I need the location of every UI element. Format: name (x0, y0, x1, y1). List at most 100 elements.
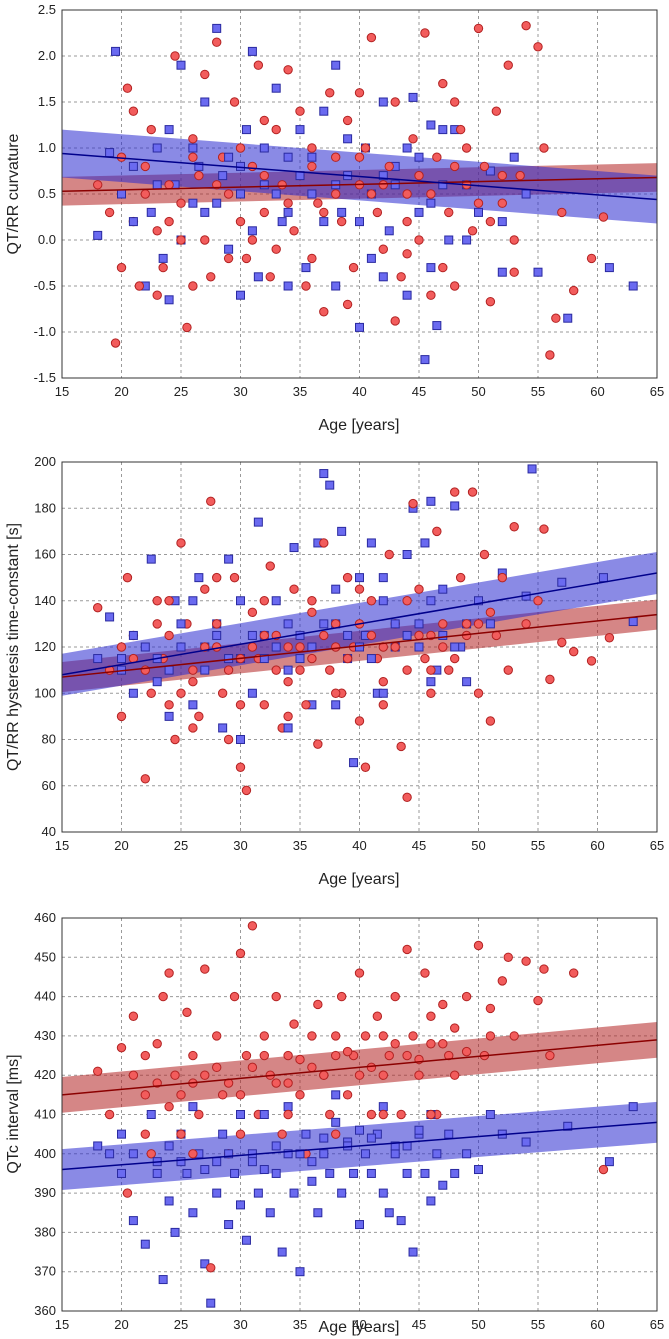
male-data-point (331, 1117, 341, 1127)
female-data-point (295, 106, 305, 116)
male-data-point (355, 1125, 364, 1135)
female-data-point (485, 296, 496, 307)
female-data-point (283, 1050, 293, 1061)
female-data-point (283, 1078, 293, 1088)
female-data-point (164, 596, 174, 606)
male-data-point (164, 1196, 174, 1206)
female-data-point (426, 1109, 436, 1120)
female-data-point (331, 1050, 341, 1061)
male-data-point (557, 577, 567, 587)
y-tick-label: -1.0 (34, 324, 56, 339)
female-data-point (182, 322, 192, 333)
female-data-point (194, 1109, 204, 1120)
male-data-point (283, 665, 293, 675)
male-data-point (176, 619, 186, 629)
female-data-point (360, 1031, 371, 1041)
female-data-point (140, 161, 151, 172)
x-tick-label: 50 (471, 1317, 485, 1332)
female-data-point (307, 161, 317, 172)
female-data-point (200, 642, 210, 652)
female-data-point (348, 262, 359, 273)
male-data-point (93, 654, 103, 664)
female-data-point (354, 716, 365, 726)
female-data-point (313, 999, 323, 1010)
y-tick-label: 410 (34, 1107, 56, 1122)
female-data-point (259, 115, 269, 126)
male-data-point (527, 464, 537, 474)
male-data-point (176, 642, 186, 652)
male-data-point (241, 1235, 251, 1245)
male-data-point (355, 217, 364, 227)
female-data-point (212, 642, 222, 652)
male-data-point (259, 143, 269, 153)
male-data-point (164, 1141, 174, 1151)
male-data-point (188, 198, 198, 208)
male-data-point (426, 596, 436, 606)
female-data-point (122, 83, 133, 93)
female-data-point (206, 496, 216, 507)
male-data-point (224, 554, 234, 564)
male-data-point (420, 1168, 430, 1178)
female-data-point (247, 607, 258, 618)
x-tick-label: 35 (293, 838, 307, 853)
male-data-point (378, 688, 388, 698)
female-data-point (390, 991, 400, 1002)
female-data-point (295, 642, 305, 652)
female-data-point (146, 688, 156, 698)
male-data-point (402, 290, 412, 300)
female-data-point (378, 1070, 388, 1080)
female-data-point (414, 1070, 424, 1080)
female-data-point (390, 316, 400, 326)
male-data-point (378, 171, 388, 181)
female-data-point (176, 198, 186, 208)
female-data-point (426, 189, 436, 199)
male-data-point (485, 619, 495, 629)
male-data-point (164, 711, 174, 721)
male-data-point (563, 1121, 573, 1131)
x-tick-label: 30 (233, 384, 247, 399)
male-data-point (230, 1168, 240, 1178)
female-data-point (170, 1070, 180, 1080)
male-data-point (128, 1216, 138, 1226)
y-tick-label: 1.0 (38, 140, 56, 155)
male-data-point (188, 1102, 198, 1112)
male-data-point (307, 1176, 317, 1186)
female-data-point (93, 1066, 103, 1076)
male-data-point (420, 355, 430, 365)
male-data-point (331, 60, 341, 70)
x-tick-label: 60 (590, 1317, 604, 1332)
female-data-point (378, 180, 388, 190)
male-data-point (271, 189, 281, 199)
y-tick-labels: 40 60 80 100 120 140 160 180 200 (34, 454, 56, 839)
male-data-point (289, 1188, 299, 1198)
male-data-point (236, 1110, 245, 1119)
male-data-point (170, 1227, 180, 1237)
female-data-point (140, 774, 151, 784)
y-tick-label: 360 (34, 1303, 56, 1318)
male-data-point (390, 1141, 400, 1151)
male-data-point (325, 480, 335, 490)
female-data-point (206, 1263, 216, 1273)
female-data-point (235, 762, 246, 772)
y-tick-label: 100 (34, 685, 56, 700)
male-data-point (378, 596, 388, 606)
male-data-point (295, 630, 305, 640)
female-data-point (485, 1003, 496, 1014)
male-data-point (265, 1208, 275, 1218)
male-data-point (152, 180, 162, 190)
female-data-point (438, 262, 448, 273)
female-data-point (342, 572, 353, 583)
female-data-point (539, 524, 549, 534)
panel-curvature: 15 20 25 30 35 40 45 50 55 60 65 -1.5 -1.0 -0.5 0.0 0.… (5, 2, 664, 434)
female-data-point (301, 700, 311, 710)
female-data-point (176, 1090, 186, 1100)
male-data-point (450, 501, 460, 511)
female-data-point (396, 272, 406, 282)
male-data-point (366, 1168, 376, 1178)
female-data-point (188, 134, 198, 144)
female-data-point (223, 189, 234, 199)
female-data-point (426, 665, 436, 675)
female-data-point (384, 161, 394, 172)
female-data-point (331, 688, 341, 698)
female-data-point (200, 964, 210, 974)
